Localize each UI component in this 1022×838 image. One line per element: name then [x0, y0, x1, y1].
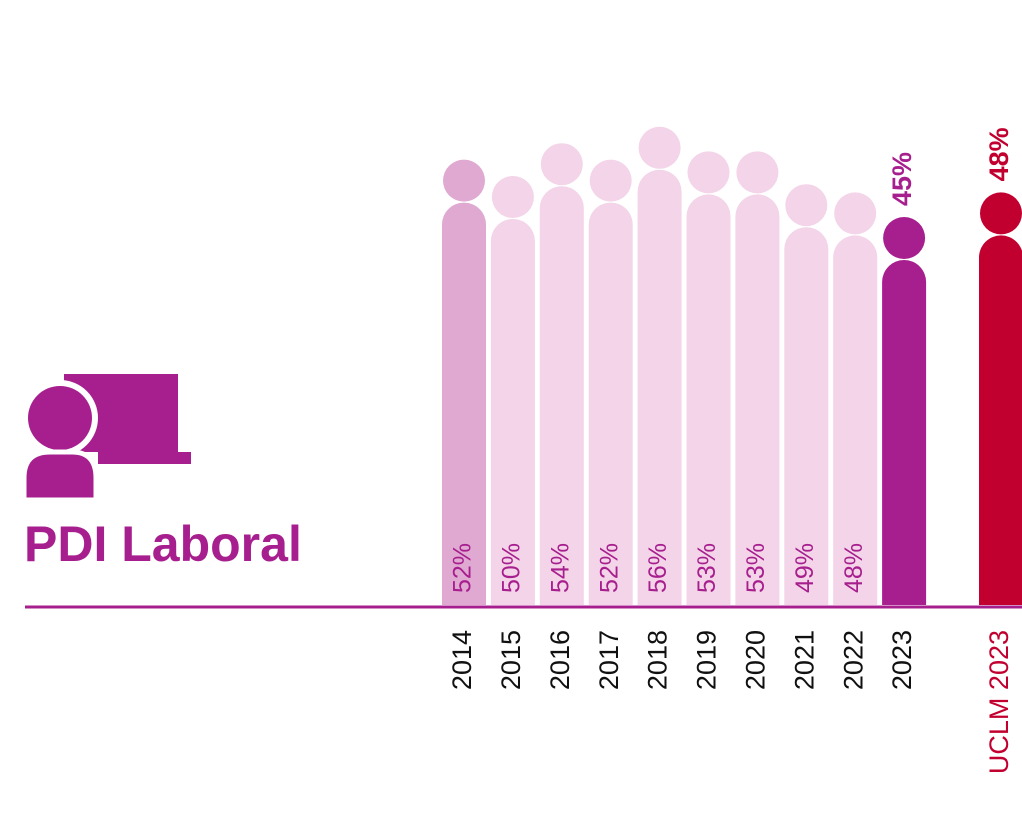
- x-tick-label: 2017: [594, 630, 624, 690]
- value-label: 48%: [984, 127, 1014, 181]
- value-label: 49%: [791, 543, 819, 593]
- person-head: [980, 192, 1022, 235]
- value-label: 53%: [693, 543, 721, 593]
- person-head: [443, 159, 485, 202]
- x-tick-label: 2015: [496, 630, 526, 690]
- person-bar: [686, 194, 731, 605]
- person-head: [785, 184, 828, 227]
- person-bar: [882, 260, 927, 605]
- person-bar: [833, 235, 878, 605]
- value-label: 45%: [887, 152, 917, 206]
- person-bar: [784, 227, 829, 605]
- person-bar: [735, 194, 780, 605]
- person-head: [540, 143, 583, 186]
- x-tick-label: 2014: [447, 630, 477, 690]
- icon: [21, 374, 191, 503]
- x-tick-label: 2020: [741, 630, 771, 690]
- person-bar: [539, 186, 584, 605]
- value-label: 52%: [449, 543, 477, 593]
- person-bar: [442, 202, 486, 605]
- x-tick-label: 2018: [643, 630, 673, 690]
- chart-title: PDI Laboral: [24, 516, 302, 572]
- x-tick-label: 2016: [545, 630, 575, 690]
- person-head: [834, 192, 877, 235]
- x-tick-label: 2022: [838, 630, 868, 690]
- person-bar: [490, 218, 535, 605]
- person-bar: [637, 169, 682, 605]
- value-label: 54%: [546, 543, 574, 593]
- person-head: [589, 159, 632, 202]
- person-bar: [979, 235, 1022, 605]
- person-head: [687, 151, 730, 194]
- person-head: [491, 176, 534, 218]
- person-head: [883, 217, 926, 259]
- x-tick-label: UCLM 2023: [984, 630, 1014, 774]
- value-label: 56%: [644, 543, 672, 593]
- value-label: 50%: [498, 543, 526, 593]
- person-head: [638, 126, 681, 169]
- value-label: 48%: [840, 543, 868, 593]
- value-label: 52%: [595, 543, 623, 593]
- person-head: [736, 151, 779, 194]
- x-tick-label: 2021: [789, 630, 819, 690]
- person-bar: [588, 202, 633, 605]
- x-tick-label: 2023: [887, 630, 917, 690]
- x-tick-label: 2019: [692, 630, 722, 690]
- value-label: 53%: [742, 543, 770, 593]
